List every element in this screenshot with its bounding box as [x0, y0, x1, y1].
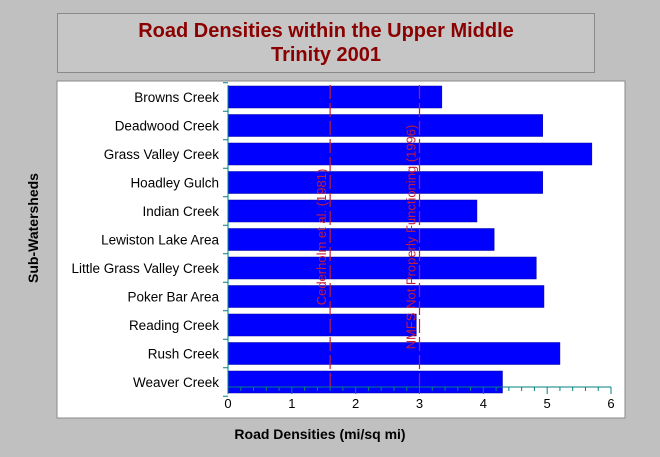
x-tick-label: 1 — [288, 396, 295, 411]
y-axis-title: Sub-Watersheds — [25, 173, 41, 283]
x-tick-label: 5 — [544, 396, 551, 411]
category-label: Little Grass Valley Creek — [71, 261, 219, 276]
category-label: Rush Creek — [148, 347, 220, 362]
bar — [227, 171, 543, 194]
bar — [227, 199, 478, 223]
bar — [227, 370, 503, 394]
category-label: Weaver Creek — [133, 375, 219, 390]
bar — [227, 342, 561, 365]
x-tick-label: 0 — [224, 396, 231, 411]
bar — [227, 285, 545, 308]
category-label: Hoadley Gulch — [130, 176, 219, 191]
bar — [227, 313, 417, 337]
category-label: Lewiston Lake Area — [101, 233, 219, 248]
category-label: Reading Creek — [129, 318, 219, 333]
reference-line-label: NMFS Not Properly Functioning (1996) — [404, 125, 419, 350]
category-label: Browns Creek — [134, 90, 219, 105]
bar — [227, 256, 537, 280]
x-tick-label: 3 — [416, 396, 423, 411]
x-axis-title: Road Densities (mi/sq mi) — [234, 426, 405, 442]
chart-title: Road Densities within the Upper Middle T… — [57, 13, 595, 73]
category-label: Indian Creek — [142, 204, 219, 219]
bar — [227, 85, 443, 109]
chart-title-line-1: Road Densities within the Upper Middle — [138, 20, 514, 42]
reference-line-label: Cederholm et al. (1981) — [314, 169, 329, 306]
category-label: Poker Bar Area — [127, 290, 219, 305]
bar — [227, 228, 495, 251]
category-label: Deadwood Creek — [115, 119, 220, 134]
bar — [227, 114, 543, 137]
x-tick-label: 6 — [607, 396, 614, 411]
chart-title-line-2: Trinity 2001 — [270, 44, 382, 66]
x-tick-label: 4 — [480, 396, 487, 411]
category-label: Grass Valley Creek — [104, 147, 220, 162]
x-tick-label: 2 — [352, 396, 359, 411]
